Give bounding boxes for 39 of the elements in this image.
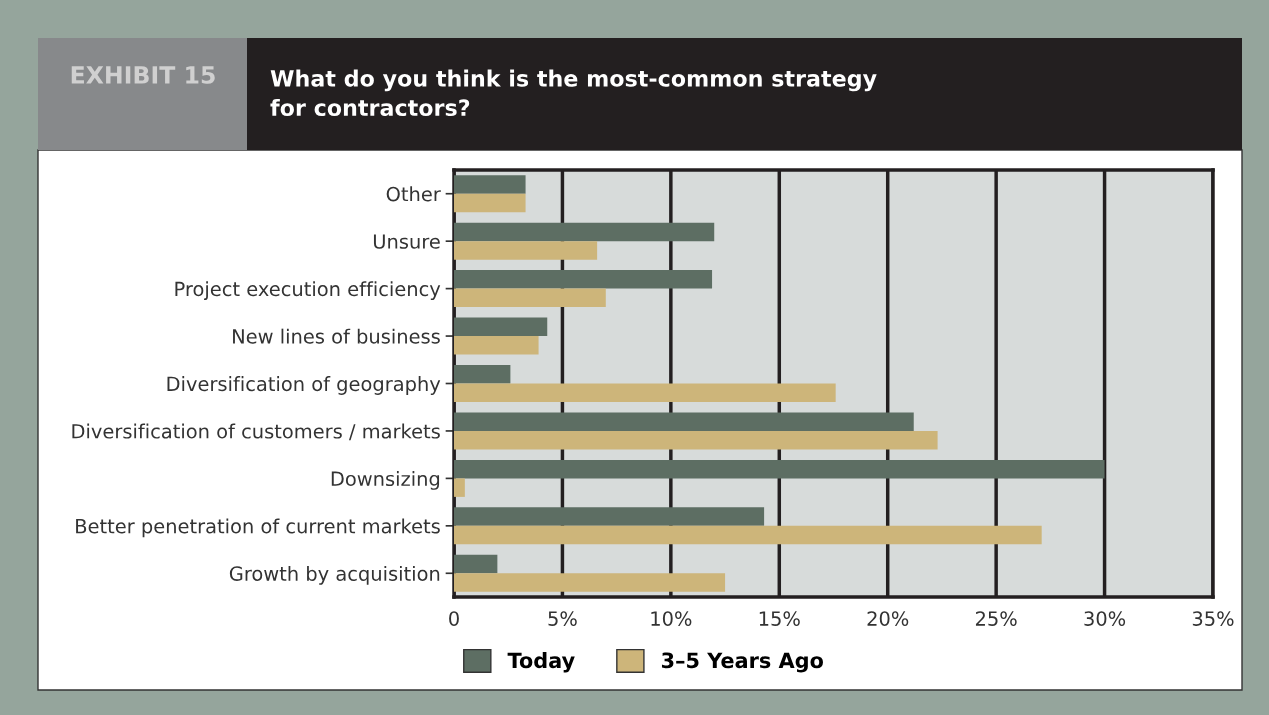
x-tick-label: 20% (867, 611, 909, 626)
bar (454, 336, 539, 355)
bar (454, 554, 498, 574)
bar (454, 383, 836, 402)
y-tick-label: New lines of business (233, 328, 440, 344)
bar (454, 270, 713, 289)
x-tick-label: 25% (975, 611, 1017, 626)
bar (454, 459, 1105, 479)
bar (454, 507, 765, 526)
x-tick-label: 5% (548, 611, 577, 626)
y-tick-label: Other (386, 186, 441, 202)
bar (454, 412, 914, 431)
y-tick-label: Diversification of geography (167, 376, 441, 395)
bar (454, 193, 526, 213)
legend-label: 3–5 Years Ago (661, 652, 823, 673)
text: EXHIBIT 15 (71, 66, 215, 84)
y-tick-label: Better penetration of current markets (76, 518, 440, 538)
bar (454, 241, 598, 260)
bar (454, 573, 726, 592)
bar (454, 175, 526, 194)
y-tick-label: Downsizing (331, 471, 440, 490)
bar (454, 288, 606, 308)
x-tick-label: 0 (449, 611, 459, 626)
x-tick-label: 15% (759, 611, 800, 626)
y-tick-label: Diversification of customers / markets (72, 423, 440, 441)
y-tick-label: Growth by acquisition (229, 565, 440, 585)
bar (454, 478, 465, 497)
x-tick-label: 10% (651, 611, 692, 626)
x-tick-label: 35% (1192, 611, 1234, 626)
legend-label: Today (507, 652, 575, 673)
bar (454, 317, 548, 337)
chart-title: What do you think is the most-common strategy for contractors? (270, 69, 877, 117)
y-tick-label: Project execution efficiency (175, 281, 441, 301)
bar (454, 365, 511, 384)
bar (454, 222, 715, 242)
x-tick-label: 30% (1084, 611, 1126, 626)
bar (454, 525, 1042, 545)
bar (454, 430, 938, 450)
y-tick-label: Unsure (373, 234, 440, 249)
